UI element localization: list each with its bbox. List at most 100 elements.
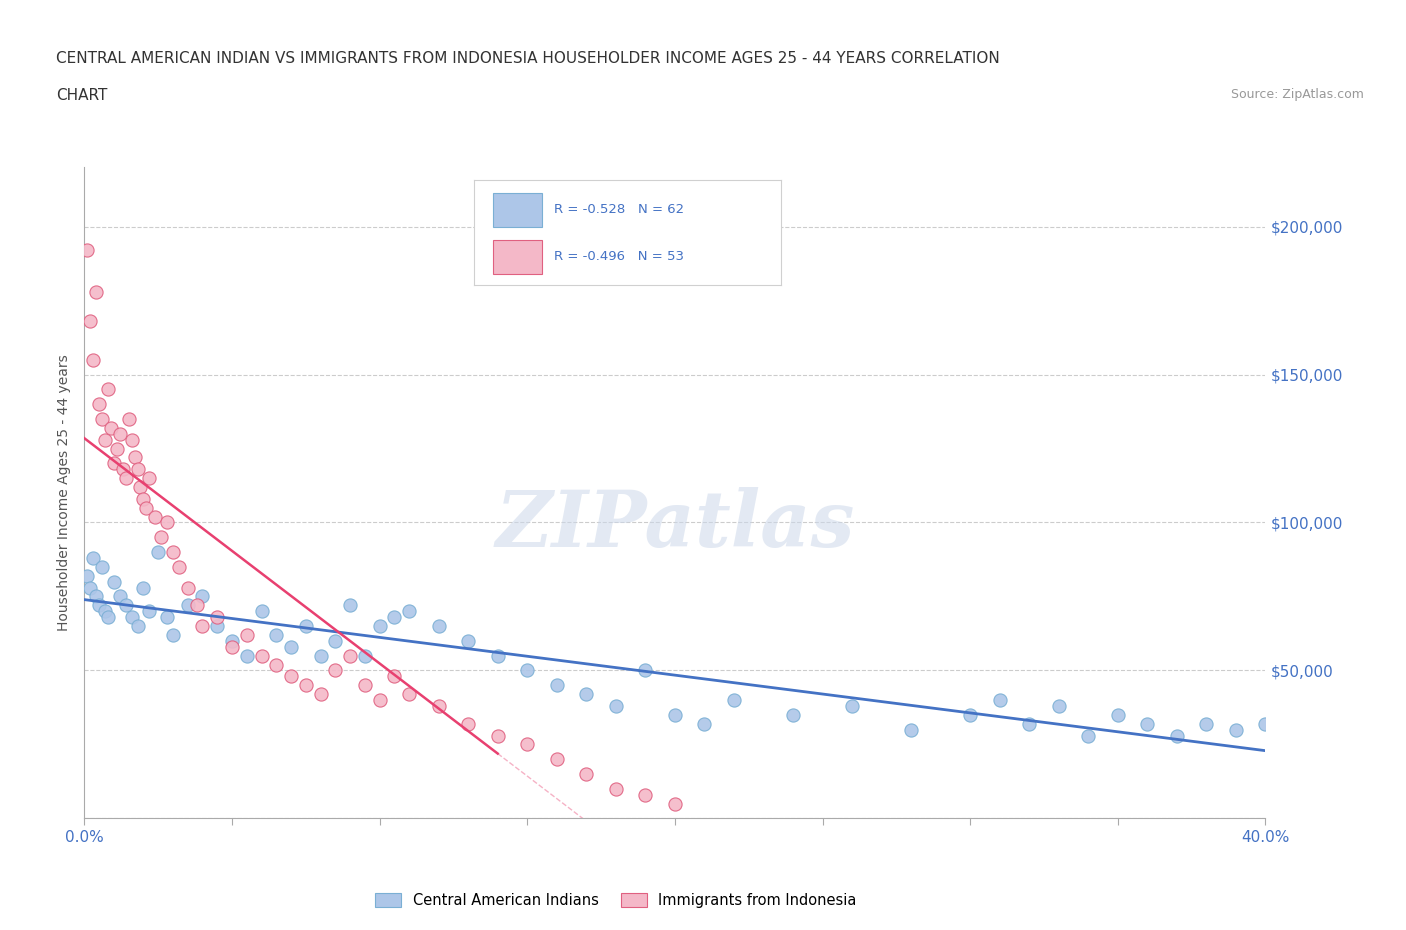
Point: [91, 560, 114, 575]
Point: [103, 574, 125, 589]
Point: [114, 471, 136, 485]
Point: [264, 628, 288, 643]
Point: [205, 610, 228, 625]
Point: [236, 648, 259, 663]
Point: [162, 628, 184, 643]
Point: [486, 648, 509, 663]
Point: [354, 648, 377, 663]
Point: [148, 545, 170, 560]
Point: [1270, 728, 1292, 743]
Point: [132, 491, 155, 506]
Point: [177, 580, 200, 595]
Point: [118, 411, 141, 426]
Point: [100, 420, 122, 435]
Point: [1047, 698, 1070, 713]
Point: [264, 658, 288, 672]
Point: [84, 589, 107, 604]
Point: [605, 698, 627, 713]
Point: [121, 610, 143, 625]
Point: [841, 698, 863, 713]
Point: [1107, 708, 1129, 723]
Point: [221, 639, 243, 654]
Point: [162, 545, 184, 560]
Point: [76, 568, 98, 583]
Point: [546, 751, 568, 766]
Point: [236, 628, 259, 643]
Point: [1195, 716, 1218, 731]
Point: [82, 352, 104, 367]
Point: [575, 766, 598, 781]
Point: [900, 723, 922, 737]
Text: ZIPatlas: ZIPatlas: [495, 487, 855, 564]
Point: [177, 598, 200, 613]
Point: [156, 515, 179, 530]
Point: [97, 610, 120, 625]
Legend: Central American Indians, Immigrants from Indonesia: Central American Indians, Immigrants fro…: [367, 885, 865, 915]
Point: [693, 716, 716, 731]
Point: [634, 663, 657, 678]
Point: [339, 598, 361, 613]
Point: [486, 728, 509, 743]
Point: [1298, 751, 1320, 766]
Point: [250, 604, 273, 618]
Point: [1284, 746, 1306, 761]
Point: [138, 604, 160, 618]
Point: [89, 598, 111, 613]
Point: [167, 560, 190, 575]
Point: [280, 669, 302, 684]
Point: [111, 462, 134, 477]
Text: Source: ZipAtlas.com: Source: ZipAtlas.com: [1230, 88, 1364, 101]
Point: [94, 432, 117, 447]
Point: [546, 678, 568, 693]
Point: [664, 796, 686, 811]
Point: [354, 678, 377, 693]
Point: [156, 610, 179, 625]
Point: [280, 639, 302, 654]
Point: [108, 589, 131, 604]
Point: [575, 686, 598, 701]
Point: [1018, 716, 1040, 731]
Point: [105, 441, 128, 456]
Point: [1225, 723, 1247, 737]
Point: [398, 604, 420, 618]
Point: [457, 716, 479, 731]
Point: [132, 580, 155, 595]
Point: [94, 604, 117, 618]
Point: [382, 610, 406, 625]
Point: [191, 589, 214, 604]
Point: [988, 693, 1011, 708]
Point: [191, 618, 214, 633]
Point: [368, 693, 391, 708]
Point: [250, 648, 273, 663]
Point: [1254, 716, 1277, 731]
Point: [323, 663, 347, 678]
Point: [1077, 728, 1099, 743]
Point: [723, 693, 745, 708]
Point: [368, 618, 391, 633]
Point: [516, 737, 538, 751]
Point: [309, 686, 332, 701]
Point: [427, 698, 450, 713]
Point: [150, 530, 173, 545]
Point: [76, 243, 98, 258]
Text: CENTRAL AMERICAN INDIAN VS IMMIGRANTS FROM INDONESIA HOUSEHOLDER INCOME AGES 25 : CENTRAL AMERICAN INDIAN VS IMMIGRANTS FR…: [56, 51, 1000, 66]
Point: [782, 708, 804, 723]
Point: [135, 500, 157, 515]
Point: [124, 450, 146, 465]
Point: [398, 686, 420, 701]
Point: [121, 432, 143, 447]
Point: [127, 618, 149, 633]
Point: [205, 618, 228, 633]
Point: [82, 551, 104, 565]
Point: [959, 708, 981, 723]
Point: [108, 426, 131, 441]
Point: [186, 598, 208, 613]
Point: [138, 471, 160, 485]
Point: [1136, 716, 1159, 731]
Point: [427, 618, 450, 633]
Point: [295, 618, 318, 633]
Point: [323, 633, 347, 648]
Point: [79, 313, 101, 328]
Text: CHART: CHART: [56, 88, 108, 103]
Point: [382, 669, 406, 684]
